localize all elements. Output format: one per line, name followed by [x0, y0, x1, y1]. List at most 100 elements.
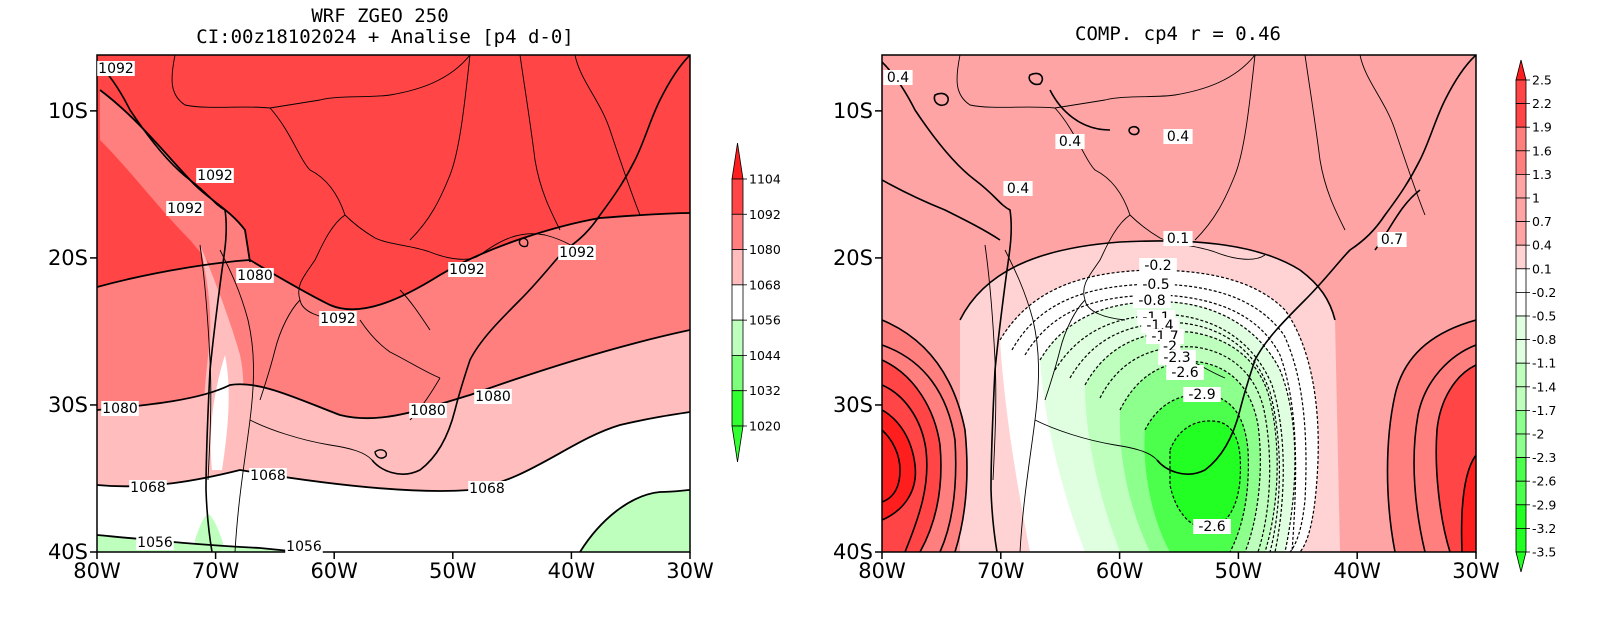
colorbar-box [731, 213, 744, 250]
contour-label: 1080 [237, 268, 273, 284]
contour-label: -2.6 [1171, 365, 1198, 381]
contour-label-bg [1163, 129, 1193, 144]
lat-tick-label: 30S [833, 393, 873, 417]
colorbar-box [1515, 457, 1527, 482]
colorbar-label: -2.9 [1532, 497, 1556, 512]
contour-label: 1080 [102, 401, 138, 417]
contour-label: 0.4 [1167, 129, 1189, 145]
lat-tick-label: 10S [48, 99, 88, 123]
contour-label: 0.4 [887, 70, 909, 86]
right-panel: COMP. cp4 r = 0.46 [833, 23, 1556, 583]
colorbar-label: 1.6 [1532, 143, 1552, 158]
lon-tick-label: 40W [1333, 559, 1381, 583]
colorbar-box [1515, 268, 1527, 293]
right-colorbar: 2.5 2.2 1.9 1.6 1.3 1 0.7 0.4 0.1 -0.2 -0.5 -0.8 -1.… [1515, 59, 1556, 573]
colorbar-label: -2.3 [1532, 450, 1556, 465]
left-map [97, 55, 690, 552]
colorbar-label: -0.8 [1532, 332, 1556, 347]
contour-label: 0.4 [1007, 181, 1029, 197]
lon-tick-label: 70W [977, 559, 1025, 583]
contour-label-bg [1183, 387, 1221, 402]
contour-label: 1056 [286, 539, 322, 555]
colorbar-box [1515, 197, 1527, 223]
lat-tick-label: 40S [833, 540, 873, 564]
lon-tick-label: 40W [548, 559, 596, 583]
colorbar-label: 1080 [749, 242, 781, 257]
zone-1044-east [580, 490, 690, 552]
contour-label-bg [1003, 181, 1033, 196]
colorbar-box [1515, 504, 1527, 529]
colorbar-box [1515, 221, 1527, 246]
contour-label: 1092 [197, 168, 233, 184]
colorbar-label: 0.7 [1532, 214, 1552, 229]
colorbar-box [1515, 291, 1527, 317]
contour-label: -2.6 [1198, 519, 1225, 535]
left-title-line2: CI:00z18102024 + Analise [p4 d-0] [196, 26, 574, 48]
colorbar-label: 0.1 [1532, 261, 1552, 276]
lon-tick-label: 60W [1096, 559, 1144, 583]
colorbar-label: -1.7 [1532, 403, 1556, 418]
colorbar-box [731, 178, 744, 215]
colorbar-label: 2.2 [1532, 96, 1552, 111]
contour-label: 1092 [167, 201, 203, 217]
left-panel: WRF ZGEO 250 CI:00z18102024 + Analise [p… [48, 5, 781, 583]
colorbar-label: 1044 [749, 348, 781, 363]
contour-label-bg [196, 168, 234, 183]
contour-label-bg [1137, 277, 1175, 292]
colorbar-label: -2.6 [1532, 474, 1556, 489]
colorbar-box [1515, 362, 1527, 388]
colorbar-label: 1032 [749, 383, 781, 398]
contour-label: 1068 [250, 468, 286, 484]
colorbar-box [1515, 386, 1527, 411]
lon-tick-label: 50W [429, 559, 477, 583]
colorbar-box [1515, 126, 1527, 152]
colorbar-label: -0.2 [1532, 285, 1556, 300]
colorbar-label: 0.4 [1532, 238, 1552, 253]
zone-1080-coast-strip [100, 90, 250, 270]
contour-label: 0.4 [1059, 134, 1081, 150]
colorbar-label: 2.5 [1532, 73, 1552, 88]
colorbar-box [731, 355, 744, 392]
left-title-line1: WRF ZGEO 250 [311, 5, 448, 27]
colorbar-box [1515, 480, 1527, 506]
contour-label-bg [101, 401, 139, 416]
colorbar-bottom-arrow [731, 425, 744, 463]
lon-tick-label: 50W [1215, 559, 1263, 583]
contour-label-bg [883, 70, 913, 85]
contour-label: 0.7 [1381, 232, 1403, 248]
contour-label-bg [1133, 293, 1171, 308]
contour-label-bg [448, 262, 486, 277]
colorbar-bottom-arrow [1515, 551, 1527, 573]
colorbar-label: -1.1 [1532, 356, 1556, 371]
right-contour-labels: 0.40.40.40.40.10.7-0.2-0.5-0.8-1.1-1.4-1… [883, 70, 1407, 535]
contour-label: -2.3 [1163, 350, 1190, 366]
contour-label: 1092 [98, 61, 134, 77]
left-colorbar: 1104 1092 1080 1068 1056 1044 1032 1020 [731, 142, 781, 463]
colorbar-box [1515, 339, 1527, 364]
lat-tick-label: 10S [833, 99, 873, 123]
colorbar-label: 1056 [749, 313, 781, 328]
left-contours [97, 89, 690, 552]
contour-label: -2.9 [1188, 387, 1215, 403]
colorbar-box [1515, 150, 1527, 175]
contour-label: -0.8 [1138, 293, 1165, 309]
colorbar-label: 1 [1532, 191, 1540, 206]
colorbar-label: 1.9 [1532, 120, 1552, 135]
contour-label: 1080 [410, 403, 446, 419]
lon-tick-label: 30W [1452, 559, 1500, 583]
contour-label-bg [474, 389, 512, 404]
lat-tick-label: 40S [48, 540, 88, 564]
contour-label: 1092 [449, 262, 485, 278]
colorbar-label: -0.5 [1532, 309, 1556, 324]
colorbar-box [1515, 409, 1527, 435]
contour-label: 1092 [320, 311, 356, 327]
contour-label-bg [409, 403, 447, 418]
left-lakes [374, 237, 529, 459]
lon-tick-label: 60W [310, 559, 358, 583]
lon-tick-label: 80W [73, 559, 121, 583]
contour-label-bg [136, 535, 174, 550]
colorbar-label: -3.2 [1532, 521, 1556, 536]
colorbar-box [1515, 528, 1527, 553]
